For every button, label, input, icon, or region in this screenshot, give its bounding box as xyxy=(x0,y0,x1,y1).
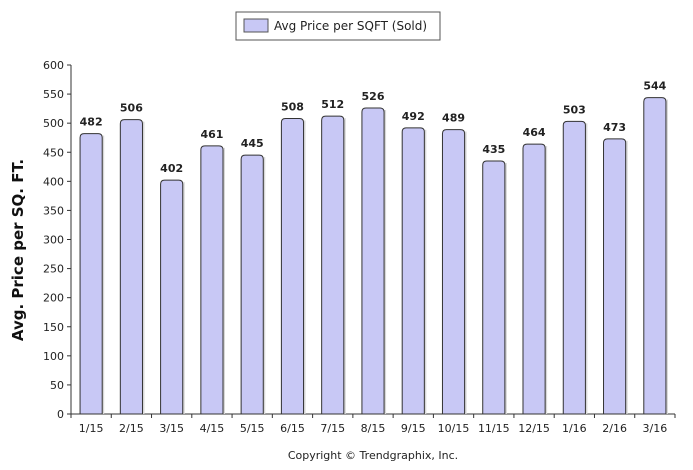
bar-9-15 xyxy=(401,127,425,415)
x-tick-label: 2/15 xyxy=(119,422,144,435)
bar-6-15 xyxy=(280,118,305,415)
x-tick-label: 9/15 xyxy=(401,422,426,435)
bar-3-15 xyxy=(160,179,184,415)
x-tick-label: 3/15 xyxy=(159,422,184,435)
y-tick-label: 50 xyxy=(50,379,64,392)
legend: Avg Price per SQFT (Sold) xyxy=(235,11,441,41)
value-label: 544 xyxy=(643,80,666,93)
legend-label: Avg Price per SQFT (Sold) xyxy=(274,19,427,33)
bars xyxy=(79,97,668,415)
value-labels: 482 506 402 461 445 508 512 526 492 489 435 464 503 4… xyxy=(80,80,667,176)
y-tick-label: 150 xyxy=(43,321,64,334)
y-tick-label: 600 xyxy=(43,59,64,72)
bar-8-15 xyxy=(361,107,385,415)
value-label: 435 xyxy=(482,143,505,156)
bar-2-16 xyxy=(603,138,627,415)
y-tick-label: 500 xyxy=(43,117,64,130)
x-tick-label: 2/16 xyxy=(602,422,627,435)
value-label: 473 xyxy=(603,121,626,134)
bar-7-15 xyxy=(321,115,345,415)
value-label: 402 xyxy=(160,162,183,175)
x-tick-label: 5/15 xyxy=(240,422,265,435)
bar-5-15 xyxy=(240,154,264,415)
y-tick-label: 400 xyxy=(43,175,64,188)
x-tick-label: 11/15 xyxy=(478,422,510,435)
bar-1-16 xyxy=(562,120,586,415)
y-tick-label: 350 xyxy=(43,204,64,217)
bar-1-15 xyxy=(79,133,103,415)
x-tick-label: 7/15 xyxy=(320,422,345,435)
value-label: 464 xyxy=(523,126,546,139)
y-tick-label: 0 xyxy=(57,408,64,421)
x-axis-ticks: 1/15 2/15 3/15 4/15 5/15 6/15 7/15 8/15 9/15 10/1… xyxy=(70,414,676,435)
value-label: 508 xyxy=(281,101,304,114)
y-tick-label: 300 xyxy=(43,234,64,247)
y-tick-label: 450 xyxy=(43,146,64,159)
value-label: 492 xyxy=(402,110,425,123)
x-tick-label: 12/15 xyxy=(518,422,550,435)
value-label: 482 xyxy=(80,116,103,129)
value-label: 503 xyxy=(563,103,586,116)
x-tick-label: 1/16 xyxy=(562,422,587,435)
bar-4-15 xyxy=(200,145,224,415)
bar-11-15 xyxy=(482,160,506,415)
y-tick-label: 250 xyxy=(43,263,64,276)
x-tick-label: 1/15 xyxy=(79,422,104,435)
legend-swatch xyxy=(243,18,269,33)
x-tick-label: 4/15 xyxy=(200,422,225,435)
x-tick-label: 8/15 xyxy=(361,422,386,435)
y-axis-ticks: 0 50 100 150 200 250 300 350 400 450 500 550 600 xyxy=(43,59,71,421)
value-label: 461 xyxy=(200,128,223,141)
x-tick-label: 6/15 xyxy=(280,422,305,435)
x-tick-label: 10/15 xyxy=(438,422,470,435)
x-tick-label: 3/16 xyxy=(643,422,668,435)
value-label: 445 xyxy=(241,137,264,150)
y-tick-label: 550 xyxy=(43,88,64,101)
value-label: 506 xyxy=(120,102,143,115)
bar-3-16 xyxy=(643,97,667,415)
y-tick-label: 100 xyxy=(43,350,64,363)
bar-10-15 xyxy=(441,129,466,415)
value-label: 526 xyxy=(362,90,385,103)
bar-12-15 xyxy=(522,143,546,415)
legend-box xyxy=(235,11,441,41)
y-tick-label: 200 xyxy=(43,292,64,305)
y-axis-label: Avg. Price per SQ. FT. xyxy=(9,159,27,341)
bar-2-15 xyxy=(119,119,143,415)
copyright-text: Copyright © Trendgraphix, Inc. xyxy=(288,449,458,462)
value-label: 489 xyxy=(442,112,465,125)
value-label: 512 xyxy=(321,98,344,111)
